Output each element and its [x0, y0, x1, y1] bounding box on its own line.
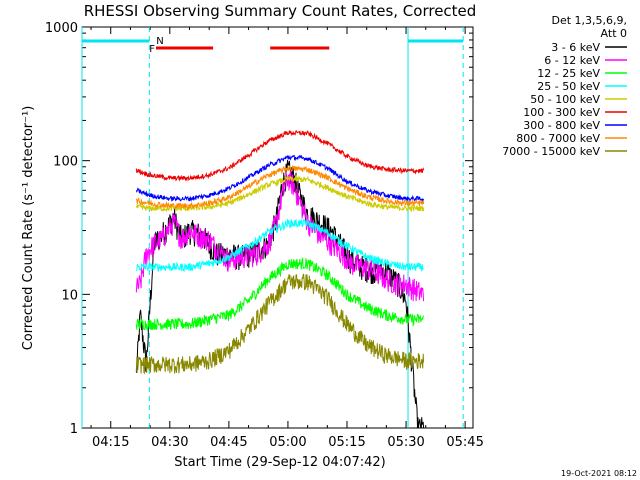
series-line-6: [135, 154, 425, 203]
y-tick-label: 1: [70, 422, 78, 437]
series-line-1: [135, 170, 425, 302]
x-tick-label: 04:30: [151, 435, 188, 450]
y-tick-label: 1000: [45, 21, 78, 36]
x-tick-label: 04:45: [210, 435, 247, 450]
flag-label-f: F: [149, 44, 155, 55]
legend-label: 3 - 6 keV: [551, 41, 600, 54]
x-tick-label: 05:30: [387, 435, 424, 450]
series-line-8: [135, 273, 425, 375]
series-line-2: [135, 256, 425, 331]
x-tick-label: 05:45: [446, 435, 483, 450]
x-tick-label: 04:15: [92, 435, 129, 450]
legend-label: 50 - 100 keV: [530, 93, 600, 106]
legend-header-line-1: Det 1,3,5,6,9,: [551, 14, 627, 27]
legend-label: 300 - 800 keV: [523, 119, 600, 132]
footer-timestamp: 19-Oct-2021 08:12: [561, 469, 637, 478]
legend-label: 12 - 25 keV: [537, 67, 600, 80]
x-axis-label: Start Time (29-Sep-12 04:07:42): [174, 455, 385, 470]
x-tick-label: 05:00: [269, 435, 306, 450]
series-line-3: [135, 218, 424, 273]
legend-label: 100 - 300 keV: [523, 106, 600, 119]
legend-label: 6 - 12 keV: [544, 54, 600, 67]
legend-header-line-2: Att 0: [601, 27, 627, 40]
legend-label: 800 - 7000 keV: [516, 132, 600, 145]
chart-title: RHESSI Observing Summary Count Rates, Co…: [84, 2, 477, 20]
series-line-4: [135, 174, 425, 213]
series-line-7: [135, 164, 425, 211]
flag-label-n: N: [156, 36, 163, 47]
plot-area: 04:15 04:30 04:45 05:00 05:15 05:30 05:45 1 10 10…: [45, 21, 484, 450]
legend-label: 25 - 50 keV: [537, 80, 600, 93]
legend-label: 7000 - 15000 keV: [502, 145, 600, 158]
x-tick-label: 05:15: [328, 435, 365, 450]
y-tick-label: 10: [61, 288, 78, 303]
y-axis-label: Corrected Count Rate (s⁻¹ detector⁻¹): [21, 106, 36, 351]
y-tick-label: 100: [53, 155, 78, 170]
series-line-5: [135, 130, 425, 183]
